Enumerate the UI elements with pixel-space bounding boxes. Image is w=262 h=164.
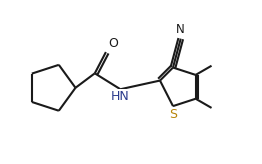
Text: S: S (169, 108, 177, 121)
Text: O: O (108, 37, 118, 50)
Text: N: N (176, 23, 185, 36)
Text: HN: HN (111, 90, 129, 103)
